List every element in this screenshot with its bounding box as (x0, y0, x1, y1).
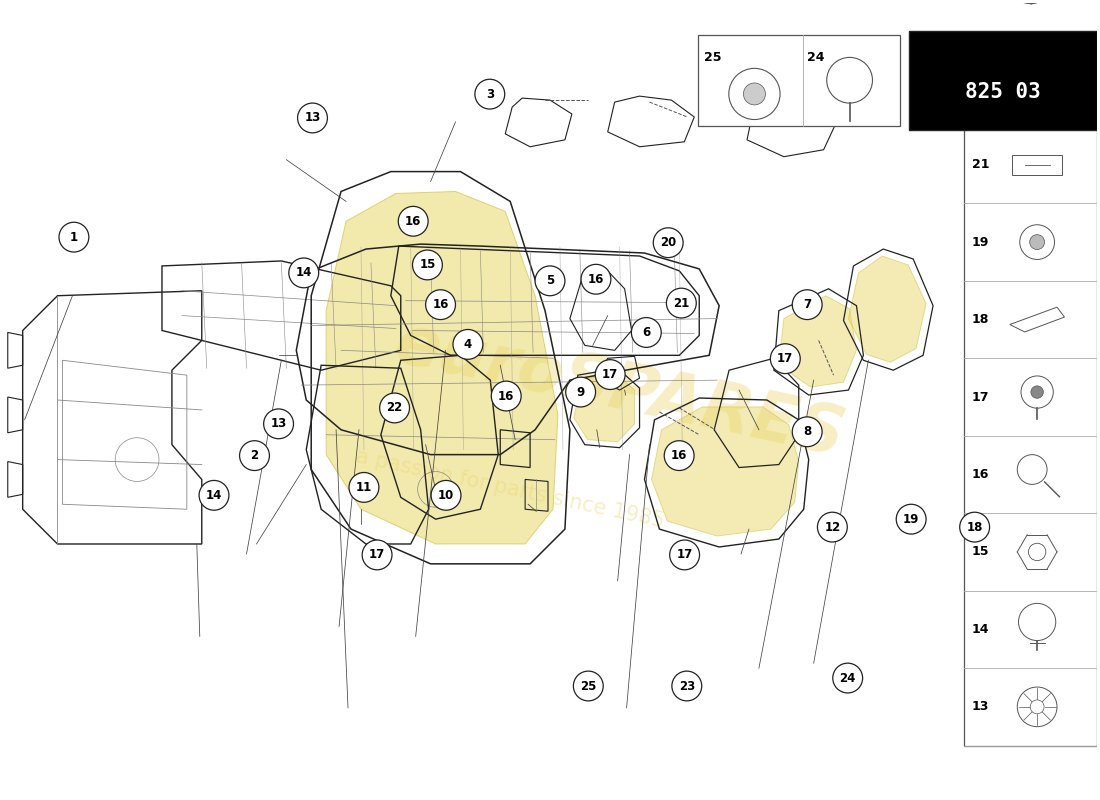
Text: 16: 16 (498, 390, 515, 402)
Text: 17: 17 (778, 352, 793, 365)
Text: 1: 1 (70, 230, 78, 244)
Text: 13: 13 (971, 700, 989, 714)
Circle shape (792, 290, 822, 319)
Text: 6: 6 (642, 326, 650, 339)
Text: 16: 16 (405, 214, 421, 228)
Text: 3: 3 (486, 88, 494, 101)
Text: 19: 19 (971, 236, 989, 249)
Text: 13: 13 (271, 418, 287, 430)
Text: 8: 8 (803, 426, 812, 438)
Text: 23: 23 (679, 679, 695, 693)
Text: 11: 11 (355, 481, 372, 494)
Text: 24: 24 (839, 671, 856, 685)
Circle shape (535, 266, 565, 296)
Circle shape (349, 473, 378, 502)
Polygon shape (651, 407, 799, 536)
Text: 13: 13 (305, 111, 320, 125)
Circle shape (833, 663, 862, 693)
Text: 16: 16 (671, 449, 688, 462)
Text: 5: 5 (546, 274, 554, 287)
Text: 14: 14 (296, 266, 312, 279)
Circle shape (1031, 386, 1043, 398)
Text: 18: 18 (967, 521, 982, 534)
Circle shape (379, 393, 409, 423)
Circle shape (959, 512, 990, 542)
Text: 14: 14 (206, 489, 222, 502)
Circle shape (453, 330, 483, 359)
Text: 18: 18 (971, 313, 989, 326)
Polygon shape (848, 256, 926, 362)
Circle shape (412, 250, 442, 280)
Circle shape (1030, 234, 1045, 250)
Circle shape (595, 360, 625, 390)
Circle shape (744, 83, 766, 105)
Circle shape (581, 264, 611, 294)
Polygon shape (574, 372, 635, 442)
Circle shape (672, 671, 702, 701)
Text: 9: 9 (576, 386, 585, 398)
Circle shape (770, 344, 800, 374)
Text: 825 03: 825 03 (965, 82, 1041, 102)
Text: 2: 2 (251, 449, 258, 462)
Polygon shape (918, 0, 1088, 4)
Bar (964, 126, 1097, 746)
Polygon shape (779, 296, 857, 387)
Text: 17: 17 (971, 390, 989, 403)
Circle shape (670, 540, 700, 570)
Bar (909, 30, 1097, 130)
Circle shape (199, 481, 229, 510)
Text: 4: 4 (464, 338, 472, 351)
Circle shape (817, 512, 847, 542)
Text: 19: 19 (903, 513, 920, 526)
Polygon shape (918, 0, 1088, 4)
Text: 20: 20 (660, 236, 676, 249)
Circle shape (240, 441, 270, 470)
Polygon shape (326, 191, 558, 544)
Text: 15: 15 (971, 546, 989, 558)
Text: 14: 14 (971, 623, 989, 636)
Circle shape (59, 222, 89, 252)
Circle shape (664, 441, 694, 470)
Circle shape (264, 409, 294, 438)
Circle shape (492, 381, 521, 411)
Text: 16: 16 (971, 468, 989, 481)
Circle shape (565, 377, 595, 407)
Text: 25: 25 (704, 51, 722, 64)
Text: 16: 16 (587, 273, 604, 286)
Text: 17: 17 (602, 368, 618, 381)
Circle shape (653, 228, 683, 258)
Circle shape (362, 540, 392, 570)
Text: 15: 15 (419, 258, 436, 271)
Text: 12: 12 (824, 521, 840, 534)
Circle shape (431, 481, 461, 510)
Text: 17: 17 (368, 549, 385, 562)
Text: 17: 17 (676, 549, 693, 562)
Text: 21: 21 (673, 297, 690, 310)
Bar (697, 34, 900, 126)
Circle shape (792, 417, 822, 446)
Circle shape (298, 103, 328, 133)
Text: 25: 25 (580, 679, 596, 693)
Circle shape (631, 318, 661, 347)
Text: 7: 7 (803, 298, 812, 311)
Circle shape (426, 290, 455, 319)
Text: 16: 16 (432, 298, 449, 311)
Text: 21: 21 (971, 158, 989, 171)
Text: 10: 10 (438, 489, 454, 502)
Text: 22: 22 (386, 402, 403, 414)
Text: a passion for parts since 1985: a passion for parts since 1985 (354, 447, 667, 532)
Text: euroSPARES: euroSPARES (388, 310, 850, 470)
Text: 24: 24 (807, 51, 825, 64)
Circle shape (475, 79, 505, 109)
Circle shape (667, 288, 696, 318)
Circle shape (896, 504, 926, 534)
Circle shape (289, 258, 319, 288)
Circle shape (573, 671, 603, 701)
Circle shape (398, 206, 428, 236)
